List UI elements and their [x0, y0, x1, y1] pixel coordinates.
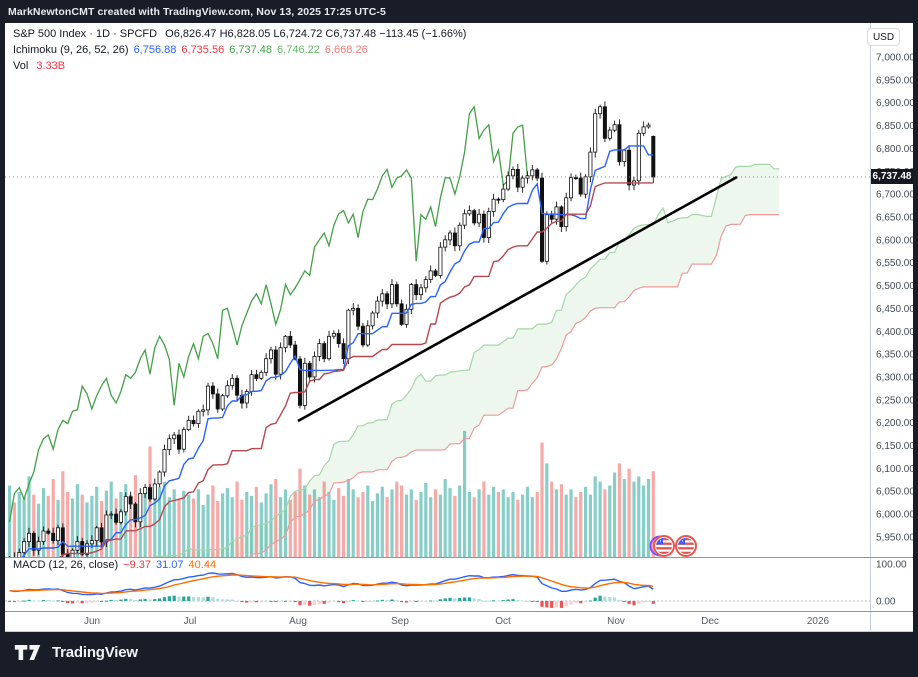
svg-text:6,500.00: 6,500.00 [876, 281, 913, 292]
svg-text:Jul: Jul [184, 616, 197, 627]
legend-value: −9.37 [123, 559, 151, 571]
trendline-drawing[interactable] [297, 175, 738, 423]
chart-panel: 7,000.00 6,950.00 6,900.00 6,850.00 6,800.00… [5, 23, 913, 632]
svg-text:Aug: Aug [289, 616, 307, 627]
macd-pane [5, 572, 870, 608]
candlesticks [9, 101, 656, 557]
tradingview-logo[interactable]: TradingView [14, 643, 138, 662]
symbol-legend[interactable]: S&P 500 Index · 1D · SPCFD O6,826.47 H6,… [13, 26, 471, 74]
legend-value: 6,756.88 [133, 44, 177, 56]
svg-text:6,250.00: 6,250.00 [876, 395, 913, 406]
ohlc-values: O6,826.47 H6,828.05 L6,724.72 C6,737.48 … [165, 28, 467, 40]
svg-text:6,950.00: 6,950.00 [876, 75, 913, 86]
macd-legend[interactable]: MACD (12, 26, close) −9.37 31.07 40.44 [13, 559, 226, 571]
attribution-bar: MarkNewtonCMT created with TradingView.c… [0, 0, 918, 23]
tradingview-brand-text: TradingView [52, 644, 138, 661]
footer-bar: TradingView [0, 632, 918, 677]
svg-text:6,100.00: 6,100.00 [876, 464, 913, 475]
svg-text:6,000.00: 6,000.00 [876, 510, 913, 521]
legend-value: 31.07 [156, 559, 184, 571]
svg-text:6,050.00: 6,050.00 [876, 487, 913, 498]
svg-text:6,850.00: 6,850.00 [876, 121, 913, 132]
svg-text:6,700.00: 6,700.00 [876, 190, 913, 201]
svg-text:6,200.00: 6,200.00 [876, 418, 913, 429]
main-pane [5, 101, 870, 557]
senkou-span-b-line [249, 214, 780, 557]
us-flag-event-icon [675, 535, 697, 557]
legend-value: 40.44 [188, 559, 217, 571]
svg-text:7,000.00: 7,000.00 [876, 53, 913, 64]
ichimoku-cloud [154, 164, 780, 557]
us-flag-event-icon [649, 535, 675, 557]
macd-line [9, 572, 654, 596]
volume-label: Vol [13, 60, 29, 72]
svg-text:0.00: 0.00 [876, 597, 896, 608]
legend-value: 6,746.22 [277, 44, 320, 56]
macd-signal-line [9, 574, 654, 595]
macd-histogram [8, 595, 655, 608]
svg-text:6,600.00: 6,600.00 [876, 235, 913, 246]
symbol-title: S&P 500 Index · 1D · SPCFD [13, 28, 158, 40]
volume-bars [8, 430, 655, 557]
legend-value: 6,735.56 [181, 44, 225, 56]
svg-text:2026: 2026 [807, 616, 830, 627]
svg-text:Jun: Jun [84, 616, 100, 627]
svg-text:6,550.00: 6,550.00 [876, 258, 913, 269]
chikou-span-line [8, 105, 529, 523]
time-axis[interactable]: Jun Jul Aug Sep Oct Nov Dec 2026 [84, 616, 830, 627]
macd-values: −9.37 31.07 40.44 [123, 559, 221, 571]
chart-canvas[interactable]: 7,000.00 6,950.00 6,900.00 6,850.00 6,800.00… [5, 23, 913, 632]
ichimoku-label: Ichimoku (9, 26, 52, 26) [13, 44, 129, 56]
svg-text:6,800.00: 6,800.00 [876, 144, 913, 155]
last-price-tag: 6,737.48 [871, 169, 913, 184]
svg-text:Sep: Sep [391, 616, 409, 627]
ichimoku-values: 6,756.88 6,735.56 6,737.48 6,746.22 6,668.26 [134, 44, 373, 56]
svg-text:6,650.00: 6,650.00 [876, 213, 913, 224]
svg-text:6,900.00: 6,900.00 [876, 98, 913, 109]
svg-text:Oct: Oct [495, 616, 511, 627]
ichimoku-row: Ichimoku (9, 26, 52, 26) 6,756.88 6,735.56… [13, 42, 471, 58]
macd-label: MACD (12, 26, close) [13, 559, 119, 571]
event-flag-icons[interactable] [649, 535, 697, 557]
attribution-text: MarkNewtonCMT created with TradingView.c… [8, 5, 386, 18]
svg-text:5,950.00: 5,950.00 [876, 533, 913, 544]
svg-text:6,150.00: 6,150.00 [876, 441, 913, 452]
svg-text:6,400.00: 6,400.00 [876, 327, 913, 338]
price-axis[interactable]: 7,000.00 6,950.00 6,900.00 6,850.00 6,800.00… [876, 53, 913, 544]
currency-button[interactable]: USD [867, 28, 900, 46]
svg-text:100.00: 100.00 [876, 560, 907, 571]
symbol-row: S&P 500 Index · 1D · SPCFD O6,826.47 H6,… [13, 26, 471, 42]
svg-text:6,450.00: 6,450.00 [876, 304, 913, 315]
volume-value: 3.33B [36, 60, 66, 72]
svg-text:Dec: Dec [701, 616, 719, 627]
legend-value: 6,737.48 [229, 44, 273, 56]
volume-row: Vol 3.33B [13, 58, 471, 74]
svg-text:Nov: Nov [607, 616, 625, 627]
kijun-line [59, 182, 654, 557]
tenkan-line [21, 145, 654, 557]
tradingview-mark-icon [14, 645, 41, 660]
legend-value: 6,668.26 [324, 44, 368, 56]
svg-text:6,300.00: 6,300.00 [876, 373, 913, 384]
macd-axis[interactable]: 100.00 0.00 [876, 560, 907, 608]
svg-text:6,350.00: 6,350.00 [876, 350, 913, 361]
